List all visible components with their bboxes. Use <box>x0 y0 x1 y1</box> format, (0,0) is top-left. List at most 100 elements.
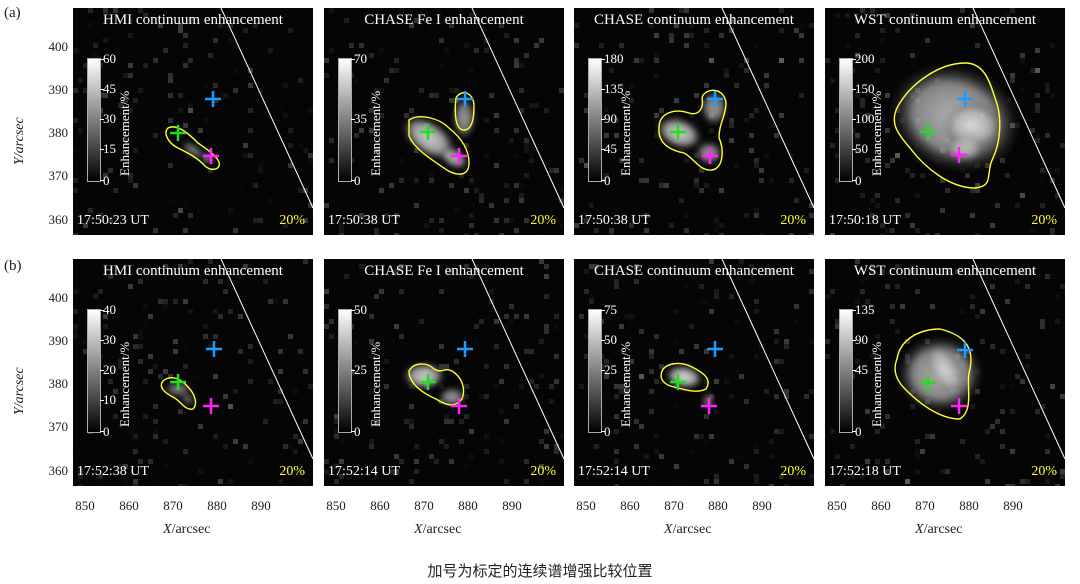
contour-20-percent <box>893 62 1001 189</box>
colorbar-tick: 30 <box>103 111 116 126</box>
colorbar-tick-mark <box>351 180 355 181</box>
x-tick: 860 <box>871 498 891 513</box>
colorbar-tick: 50 <box>604 332 617 347</box>
enhancement-region <box>925 341 965 397</box>
colorbar-tick: 90 <box>855 332 868 347</box>
blue-cross-icon <box>707 341 723 357</box>
panel-b-1: HMI continuum enhancement 40 30 20 10 0 … <box>73 259 313 486</box>
colorbar-tick: 70 <box>354 51 367 66</box>
panel-b-2: CHASE Fe I enhancement 50 25 0 Enhanceme… <box>324 259 564 486</box>
x-tick: 870 <box>664 498 684 513</box>
colorbar-tick-mark <box>852 119 856 120</box>
colorbar-tick-mark <box>100 370 104 371</box>
intensity-map <box>574 8 814 235</box>
colorbar-tick: 0 <box>354 424 361 439</box>
enhancement-region <box>438 387 466 407</box>
panel-title: WST continuum enhancement <box>853 12 1037 28</box>
enhancement-region <box>402 362 446 390</box>
x-tick: 890 <box>1003 498 1023 513</box>
contour-level: 20% <box>1031 213 1057 228</box>
colorbar-tick: 100 <box>855 111 875 126</box>
blue-cross-icon <box>707 91 723 107</box>
panel-title: HMI continuum enhancement <box>103 263 283 279</box>
x-axis-label: X/arcsec <box>163 522 211 537</box>
colorbar-tick-mark <box>852 370 856 371</box>
contour-level: 20% <box>279 213 305 228</box>
y-tick: 400 <box>48 39 69 54</box>
timestamp: 17:52:14 UT <box>578 464 650 479</box>
solar-limb <box>972 259 1065 460</box>
enhancement-region <box>452 96 476 140</box>
magenta-cross-icon <box>203 148 219 164</box>
colorbar-tick: 50 <box>855 141 868 156</box>
magenta-cross-icon <box>951 398 967 414</box>
panel-title: HMI continuum enhancement <box>103 12 283 28</box>
green-cross-icon <box>670 374 686 390</box>
x-axis-label: X/arcsec <box>414 522 462 537</box>
figure-caption: 加号为标定的连续谱增强比较位置 <box>427 562 653 580</box>
green-cross-icon <box>170 374 186 390</box>
colorbar-tick-mark <box>852 340 856 341</box>
y-tick: 370 <box>48 419 69 434</box>
green-cross-icon <box>920 375 936 391</box>
panel-title: CHASE continuum enhancement <box>594 263 794 279</box>
solar-limb <box>471 259 564 460</box>
colorbar-tick-mark <box>601 89 605 90</box>
colorbar-tick-mark <box>601 431 605 432</box>
contour-20-percent <box>408 92 475 175</box>
colorbar <box>338 58 352 182</box>
panel-b-4: WST continuum enhancement 135 90 45 0 En… <box>825 259 1065 486</box>
green-cross-icon <box>170 125 186 141</box>
colorbar-tick-mark <box>601 119 605 120</box>
colorbar-label: Enhancement/% <box>618 90 633 176</box>
colorbar-tick: 45 <box>855 362 868 377</box>
x-axis-label: X/arcsec <box>915 522 963 537</box>
x-tick: 880 <box>959 498 979 513</box>
enhancement-region <box>180 392 196 406</box>
colorbar-label: Enhancement/% <box>618 341 633 427</box>
colorbar-tick-mark <box>852 310 856 311</box>
colorbar-tick: 200 <box>855 51 875 66</box>
x-axis-label: X/arcsec <box>664 522 712 537</box>
background-noise <box>574 8 814 235</box>
colorbar-tick: 75 <box>604 302 617 317</box>
magenta-cross-icon <box>451 148 467 164</box>
background-noise <box>73 259 313 486</box>
green-cross-icon <box>670 124 686 140</box>
solar-limb <box>471 8 564 209</box>
x-tick: 860 <box>620 498 640 513</box>
colorbar <box>87 309 101 433</box>
panel-title: CHASE Fe I enhancement <box>364 263 524 279</box>
x-tick: 880 <box>708 498 728 513</box>
colorbar-tick-mark <box>100 59 104 60</box>
colorbar-tick-mark <box>100 149 104 150</box>
enhancement-region <box>439 146 469 170</box>
contour-level: 20% <box>530 213 556 228</box>
contour-20-percent <box>165 126 220 170</box>
contour-level: 20% <box>530 464 556 479</box>
colorbar-tick: 0 <box>103 173 110 188</box>
blue-cross-icon <box>205 91 221 107</box>
colorbar-tick-mark <box>100 431 104 432</box>
green-cross-icon <box>420 374 436 390</box>
timestamp: 17:50:18 UT <box>829 213 901 228</box>
magenta-cross-icon <box>701 398 717 414</box>
intensity-map <box>73 259 313 486</box>
panel-title: CHASE Fe I enhancement <box>364 12 524 28</box>
contour-level: 20% <box>1031 464 1057 479</box>
colorbar-tick-mark <box>100 89 104 90</box>
panel-a-4: WST continuum enhancement 200 150 100 50… <box>825 8 1065 235</box>
colorbar-tick: 135 <box>855 302 875 317</box>
x-tick: 870 <box>163 498 183 513</box>
colorbar-tick: 20 <box>103 362 116 377</box>
colorbar <box>87 58 101 182</box>
colorbar-label: Enhancement/% <box>368 90 383 176</box>
panel-title: WST continuum enhancement <box>853 263 1037 279</box>
magenta-cross-icon <box>451 398 467 414</box>
solar-limb <box>721 259 814 460</box>
contour-level: 20% <box>279 464 305 479</box>
colorbar-tick-mark <box>852 89 856 90</box>
enhancement-region <box>945 133 985 163</box>
timestamp: 17:50:38 UT <box>578 213 650 228</box>
y-tick: 380 <box>48 376 69 391</box>
